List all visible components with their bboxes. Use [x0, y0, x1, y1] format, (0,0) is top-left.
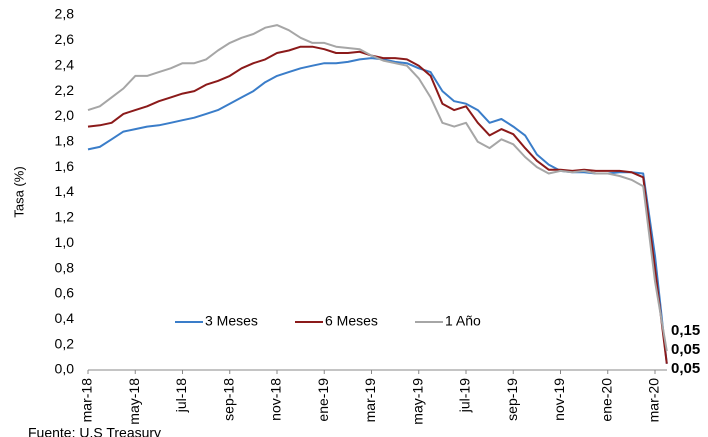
x-tick-label: nov-19	[551, 378, 567, 421]
y-tick-label: 1,4	[55, 183, 75, 199]
y-tick-label: 1,8	[55, 132, 75, 148]
x-tick-label: ene-19	[315, 378, 331, 422]
x-tick-label: may-19	[409, 378, 425, 425]
y-tick-label: 2,2	[55, 82, 75, 98]
y-axis-label: Tasa (%)	[11, 166, 26, 217]
x-tick-label: mar-18	[79, 378, 95, 423]
series-line	[87, 24, 668, 352]
x-tick-label: nov-18	[268, 378, 284, 421]
legend-label: 3 Meses	[205, 313, 258, 329]
end-value-label: 0,05	[671, 341, 700, 358]
x-tick-label: mar-19	[362, 378, 378, 423]
source: Fuente: U.S Treasury	[28, 425, 161, 437]
x-tick-label: sep-18	[220, 378, 236, 421]
y-tick-label: 1,6	[55, 158, 75, 174]
y-tick-label: 2,4	[55, 56, 75, 72]
y-tick-label: 1,2	[55, 209, 75, 225]
y-tick-label: 0,8	[55, 259, 75, 275]
x-tick-label: ene-20	[598, 378, 614, 422]
x-tick-label: may-18	[126, 378, 142, 425]
x-tick-label: jul-19	[457, 378, 473, 413]
y-tick-label: 2,0	[55, 107, 75, 123]
y-tick-label: 2,8	[55, 6, 75, 22]
x-tick-label: sep-19	[504, 378, 520, 421]
end-value-label: 0,15	[671, 322, 700, 339]
x-tick-label: jul-18	[173, 378, 189, 413]
y-tick-label: 0,6	[55, 285, 75, 301]
legend-label: 6 Meses	[325, 313, 378, 329]
y-tick-label: 0,0	[55, 361, 75, 377]
x-tick-label: mar-20	[646, 378, 662, 423]
y-tick-label: 0,4	[55, 310, 75, 326]
end-value-label: 0,05	[671, 360, 700, 377]
y-tick-label: 1,0	[55, 234, 75, 250]
series-line	[87, 45, 668, 364]
y-tick-label: 2,6	[55, 31, 75, 47]
y-tick-label: 0,2	[55, 335, 75, 351]
legend-label: 1 Año	[445, 313, 481, 329]
